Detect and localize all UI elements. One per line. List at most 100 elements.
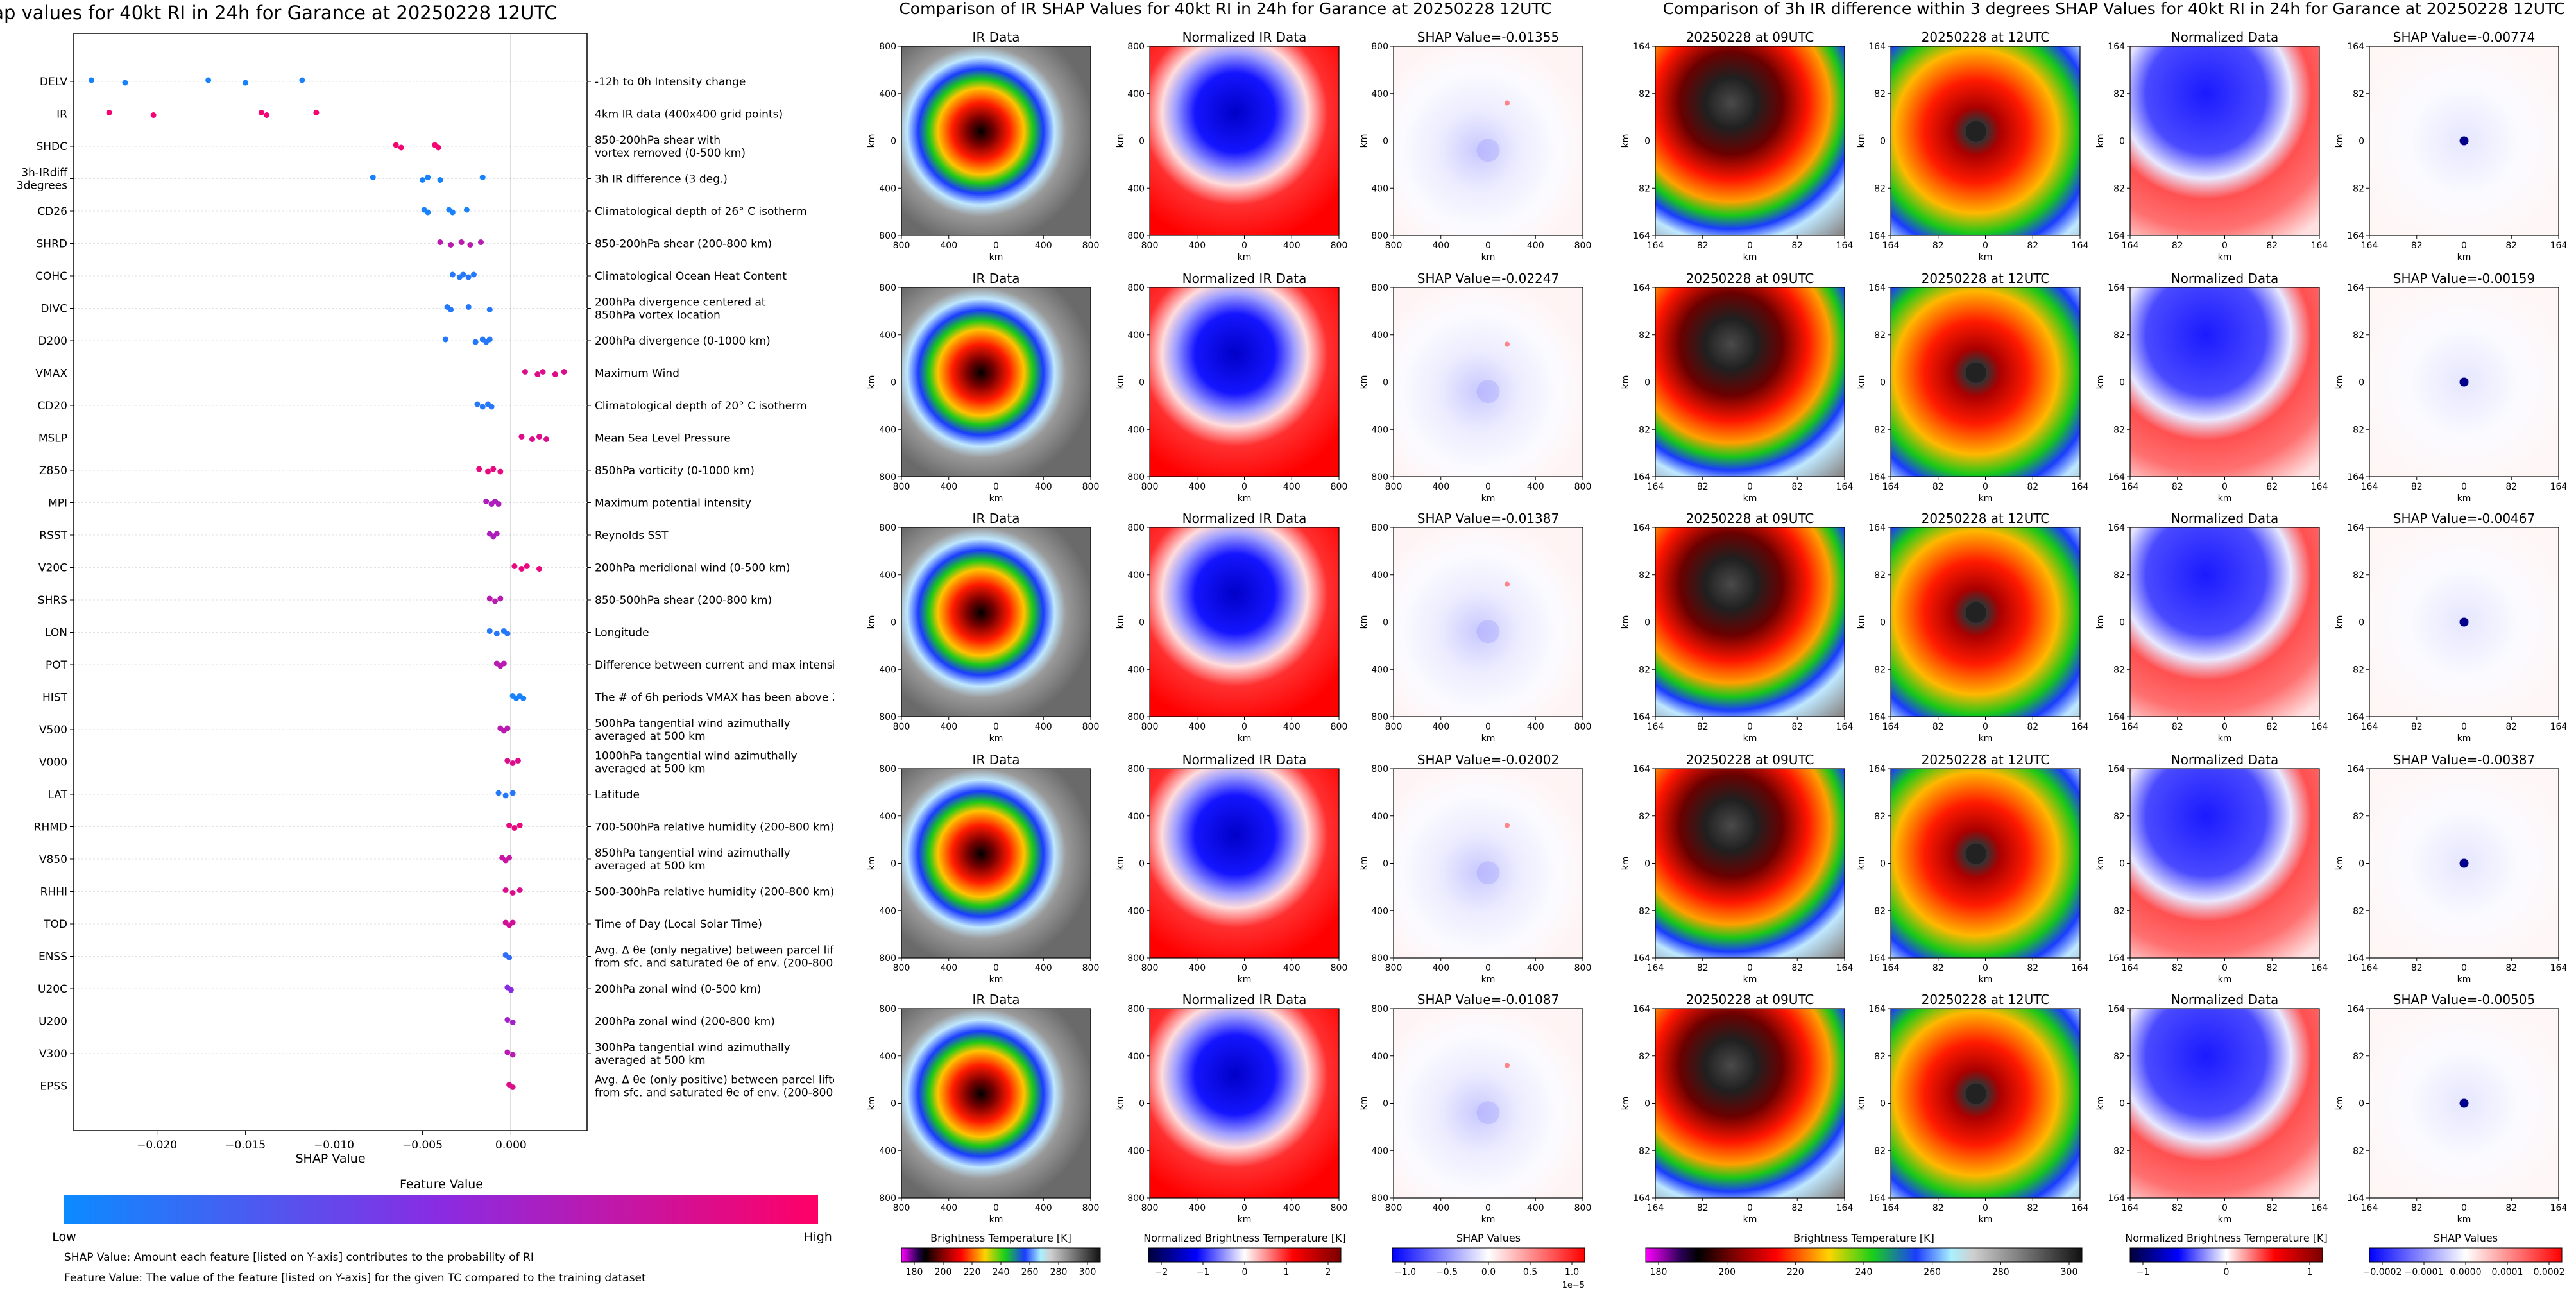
x-axis-label: km — [1481, 493, 1496, 504]
y-tick-label: 800 — [1127, 764, 1145, 774]
panel-title: IR Data — [973, 271, 1020, 286]
shap-point — [488, 404, 495, 410]
shap-point — [474, 401, 481, 407]
y-tick-label: 0 — [2119, 618, 2125, 628]
shap-point — [479, 404, 486, 410]
x-tick-label: 800 — [1385, 722, 1403, 732]
y-tick-label: 164 — [1868, 283, 1886, 293]
y-tick-label: 0 — [1880, 378, 1886, 388]
y-tick-label: 800 — [1127, 231, 1145, 241]
x-tick-label: 82 — [2027, 482, 2038, 492]
feature-description: Mean Sea Level Pressure — [595, 432, 731, 445]
feature-name: SHRD — [37, 238, 67, 251]
shap-point — [437, 239, 443, 245]
x-tick-label: 164 — [2361, 241, 2378, 251]
shap-point — [509, 790, 516, 796]
map-colorbars: Brightness Temperature [K]180 200 220 240 26… — [901, 1232, 2565, 1289]
x-tick-label: 82 — [1932, 1203, 1944, 1213]
heatmap-image — [2130, 46, 2319, 235]
heatmap-image — [901, 769, 1091, 958]
y-axis-label: km — [867, 134, 877, 148]
y-tick-label: 82 — [1874, 330, 1886, 341]
shap-points — [89, 77, 567, 1090]
y-tick-label: 800 — [879, 764, 896, 774]
shap-blob — [1505, 100, 1510, 106]
feature-name: DIVC — [40, 303, 67, 316]
x-tick-label: 0 — [1747, 482, 1753, 492]
shap-blob — [1476, 380, 1500, 404]
x-axis-label: SHAP Value — [295, 1152, 365, 1166]
feature-name: LON — [45, 627, 67, 640]
shap-point — [509, 1052, 516, 1058]
colorbar-tick-label: −0.0002 — [2363, 1267, 2402, 1277]
shap-point — [500, 660, 507, 667]
shap-point — [536, 434, 543, 440]
x-tick-label: 0 — [993, 241, 999, 251]
x-tick-label: 164 — [1836, 482, 1854, 492]
panel-title: 20250228 at 09UTC — [1686, 752, 1814, 767]
x-tick-label: 164 — [2361, 963, 2378, 973]
x-tick-label: 164 — [2550, 241, 2566, 251]
y-tick-label: 0 — [1644, 1099, 1650, 1109]
shap-point — [534, 371, 541, 377]
y-tick-label: 82 — [2353, 1052, 2364, 1062]
colorbar-high-label: High — [804, 1230, 832, 1244]
colorbar-tick-label: 260 — [1021, 1267, 1039, 1277]
shap-point — [150, 112, 157, 118]
feature-name: MSLP — [38, 432, 67, 445]
shap-point — [511, 825, 518, 831]
panel-title: SHAP Value=-0.01087 — [1417, 992, 1559, 1007]
shap-point — [470, 271, 477, 278]
y-tick-label: 400 — [879, 184, 896, 194]
y-tick-label: 800 — [1371, 231, 1388, 241]
ir-figure-title: Comparison of IR SHAP Values for 40kt RI… — [899, 0, 1551, 18]
feature-description: Avg. Δ θe (only negative) between parcel… — [595, 944, 834, 957]
shap-point — [258, 110, 264, 115]
feature-description: 1000hPa tangential wind azimuthally — [595, 750, 798, 763]
y-tick-label: 800 — [1127, 472, 1145, 482]
shap-point — [540, 369, 546, 375]
x-axis-label: km — [2457, 733, 2471, 744]
x-tick-label: 400 — [1283, 963, 1301, 973]
x-axis-label: km — [1979, 733, 1993, 744]
y-tick-label: 164 — [2108, 472, 2125, 482]
y-tick-label: 400 — [879, 89, 896, 99]
y-tick-label: 164 — [1633, 523, 1650, 533]
x-tick-label: 800 — [893, 241, 910, 251]
shap-point — [425, 175, 431, 180]
colorbar-offset: 1e−5 — [1562, 1281, 1585, 1289]
x-tick-label: 164 — [1647, 241, 1664, 251]
y-tick-label: 0 — [1644, 378, 1650, 388]
x-tick-label: 164 — [1836, 963, 1854, 973]
x-tick-label: 164 — [1647, 963, 1664, 973]
y-tick-label: 400 — [1371, 665, 1388, 675]
x-tick-label: 400 — [1035, 1203, 1052, 1213]
y-tick-label: 82 — [2353, 812, 2364, 822]
x-tick-label: 0 — [993, 1203, 999, 1213]
y-tick-label: 82 — [2353, 665, 2364, 675]
x-tick-label: 400 — [1432, 963, 1449, 973]
x-tick-label: 800 — [1141, 241, 1159, 251]
x-tick-label: 800 — [893, 1203, 910, 1213]
y-tick-label: 800 — [1127, 523, 1145, 533]
colorbar-tick-label: 1.0 — [1565, 1267, 1579, 1277]
shap-point — [515, 758, 521, 764]
y-tick-label: 800 — [879, 953, 896, 964]
x-tick-label: 400 — [1035, 241, 1052, 251]
heatmap-image — [1891, 769, 2080, 958]
y-axis-label: km — [1359, 1097, 1369, 1111]
x-tick-label: 164 — [2072, 722, 2089, 732]
feature-name: CD26 — [37, 205, 67, 218]
y-axis-label: km — [2095, 375, 2106, 389]
y-tick-label: 800 — [1127, 953, 1145, 964]
shap-point — [264, 112, 270, 118]
x-axis-label: km — [1238, 493, 1252, 504]
feature-name: RHHI — [40, 886, 67, 899]
x-tick-label: 800 — [893, 482, 910, 492]
x-tick-label: 164 — [1647, 1203, 1664, 1213]
x-tick-label: 0 — [993, 482, 999, 492]
x-tick-label: 800 — [1574, 963, 1592, 973]
panel-title: 20250228 at 12UTC — [1922, 992, 2050, 1007]
colorbar-tick-label: 0.0000 — [2450, 1267, 2482, 1277]
x-tick-label: 400 — [1035, 963, 1052, 973]
